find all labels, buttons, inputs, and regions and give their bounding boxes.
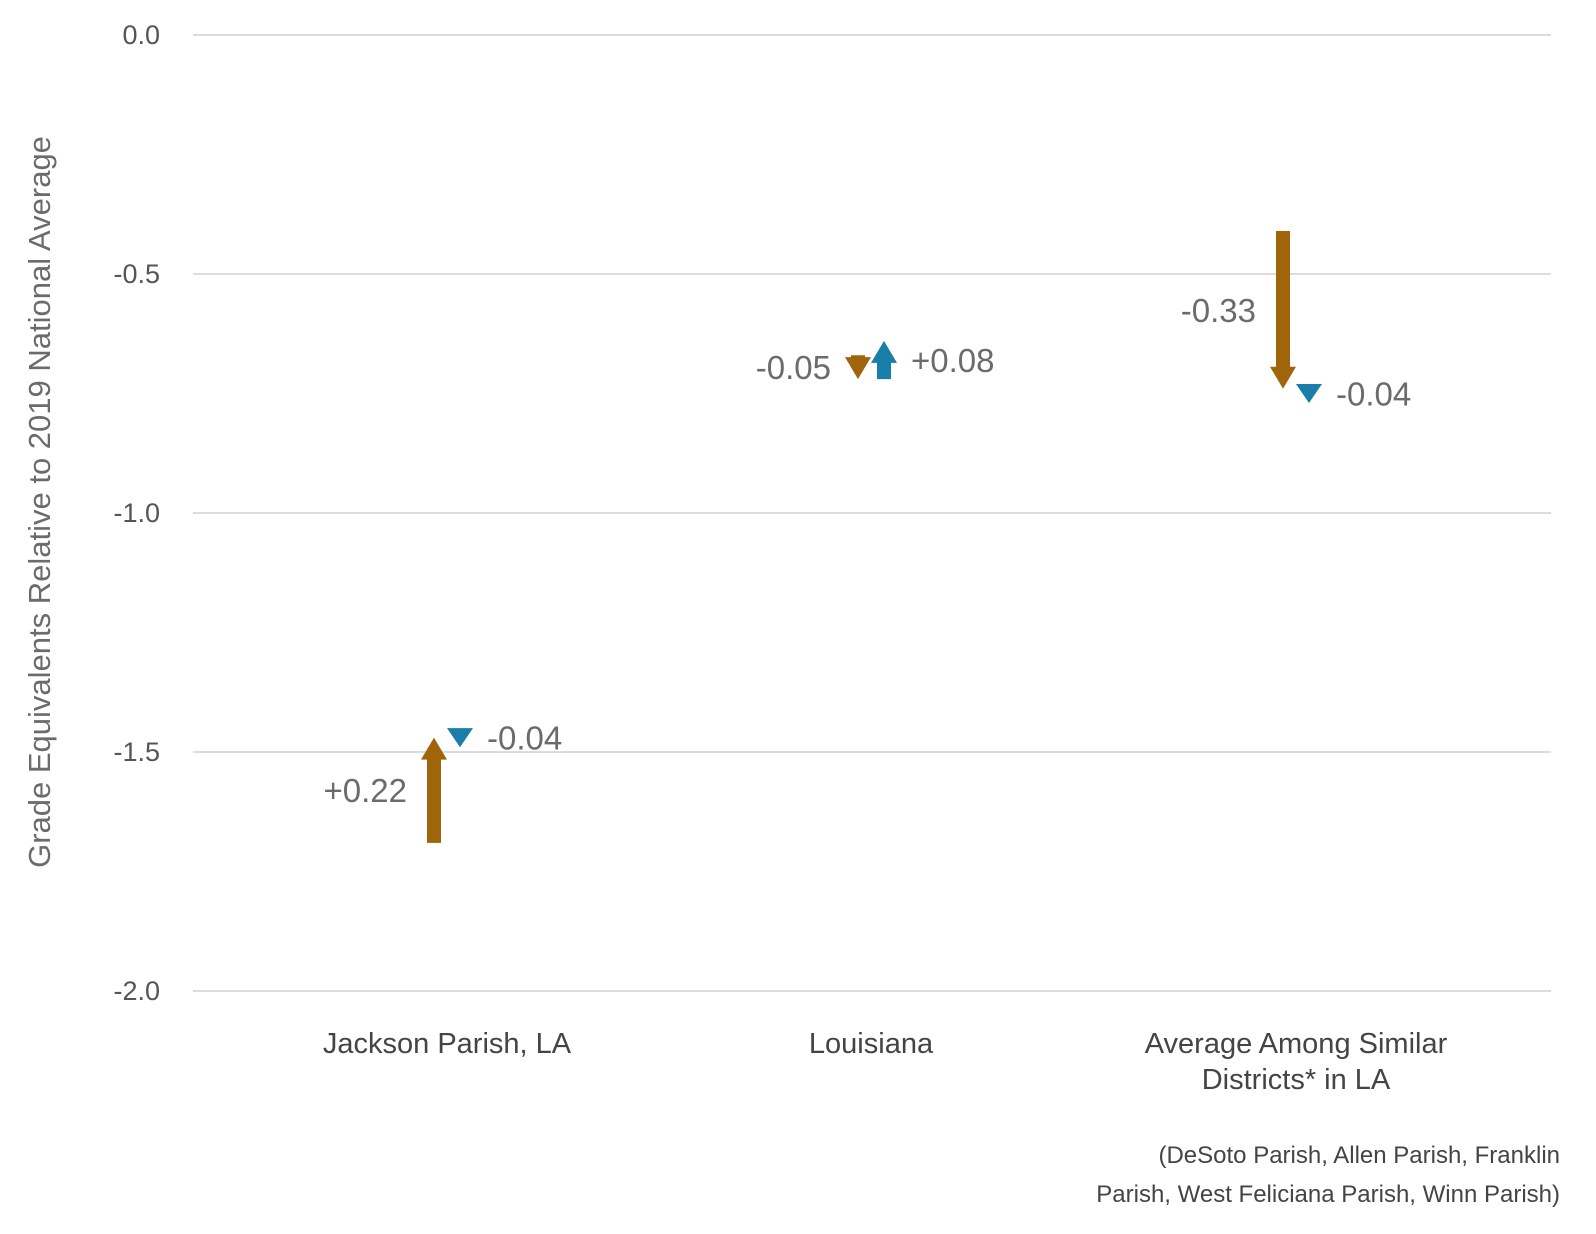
category-label-0-line-0: Jackson Parish, LA [323, 1028, 572, 1060]
category-label-2-line-0: Average Among Similar [1145, 1028, 1448, 1060]
arrows [421, 230, 1322, 843]
y-tick-labels: 0.0 -0.5 -1.0 -1.5 -2.0 [113, 20, 160, 1006]
arrow-s1-c0 [447, 728, 473, 748]
arrow-s0-c0 [421, 737, 447, 843]
arrow-s1-c2 [1296, 383, 1322, 404]
arrow-s0-c1 [845, 355, 871, 380]
data-labels: +0.22 -0.05 -0.33 -0.04 +0.08 -0.04 [324, 292, 1412, 809]
footnote-line-0: (DeSoto Parish, Allen Parish, Franklin [1158, 1142, 1560, 1169]
gridlines [193, 34, 1551, 992]
footnote: (DeSoto Parish, Allen Parish, Franklin Pa… [1096, 1142, 1560, 1208]
arrow-s1-c1 [871, 340, 897, 380]
data-label-s1-c0: -0.04 [487, 720, 562, 757]
category-label-1-line-0: Louisiana [809, 1028, 934, 1060]
y-tick-label-1: -0.5 [113, 259, 160, 289]
data-label-s1-c1: +0.08 [911, 342, 995, 379]
data-label-s1-c2: -0.04 [1336, 376, 1411, 413]
category-labels: Jackson Parish, LA Louisiana Average Among… [323, 1028, 1448, 1096]
arrow-s0-c2 [1270, 230, 1296, 389]
y-tick-label-4: -2.0 [113, 976, 160, 1006]
data-label-s0-c2: -0.33 [1181, 292, 1256, 329]
y-tick-label-2: -1.0 [113, 498, 160, 528]
footnote-line-1: Parish, West Feliciana Parish, Winn Pari… [1096, 1181, 1560, 1208]
y-tick-label-0: 0.0 [122, 20, 160, 50]
data-label-s0-c1: -0.05 [756, 349, 831, 386]
data-label-s0-c0: +0.22 [324, 772, 408, 809]
y-tick-label-3: -1.5 [113, 737, 160, 767]
category-label-2-line-1: Districts* in LA [1202, 1064, 1391, 1096]
y-axis-title: Grade Equivalents Relative to 2019 Natio… [22, 136, 57, 868]
